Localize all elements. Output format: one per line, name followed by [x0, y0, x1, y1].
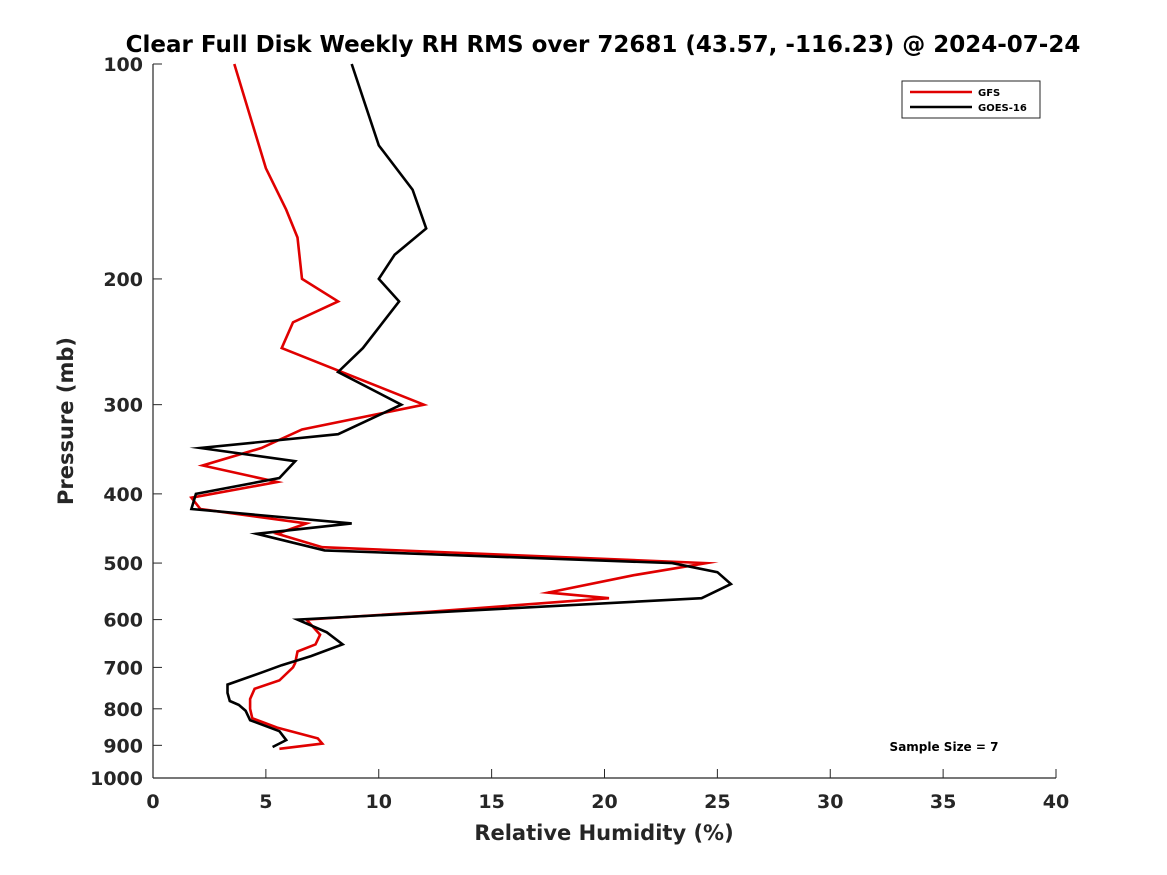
y-tick-label: 300 — [103, 395, 143, 417]
x-tick-label: 15 — [478, 791, 504, 813]
x-tick-label: 40 — [1043, 791, 1069, 813]
sample-size-annotation: Sample Size = 7 — [890, 740, 999, 754]
x-tick-label: 30 — [817, 791, 843, 813]
legend: GFS GOES-16 — [901, 80, 1041, 119]
chart-title: Clear Full Disk Weekly RH RMS over 72681… — [126, 32, 1081, 58]
y-axis-label: Pressure (mb) — [54, 337, 78, 505]
y-tick-label: 800 — [103, 699, 143, 721]
y-tick-label: 1000 — [90, 768, 143, 790]
y-tick-label: 900 — [103, 735, 143, 757]
series-line-goes-16 — [189, 63, 734, 749]
series-layer — [189, 63, 734, 751]
x-tick-label: 10 — [366, 791, 392, 813]
y-tick-label: 400 — [103, 484, 143, 506]
x-tick-label: 20 — [591, 791, 617, 813]
y-tick-label: 700 — [103, 657, 143, 679]
legend-box — [901, 80, 1041, 119]
x-tick-label: 0 — [146, 791, 159, 813]
plot-axes: 0 5 10 15 20 25 30 35 40 100 200 300 400 500 600 700 800… — [90, 54, 1069, 813]
legend-label-gfs: GFS — [978, 88, 1000, 99]
series-line-gfs — [189, 63, 719, 751]
legend-label-goes-16: GOES-16 — [978, 103, 1027, 114]
y-tick-label: 500 — [103, 553, 143, 575]
x-tick-label: 25 — [704, 791, 730, 813]
x-tick-label: 35 — [930, 791, 956, 813]
x-tick-label: 5 — [259, 791, 272, 813]
y-tick-label: 600 — [103, 610, 143, 632]
x-axis-label: Relative Humidity (%) — [474, 821, 733, 845]
y-tick-label: 100 — [103, 54, 143, 76]
y-tick-label: 200 — [103, 269, 143, 291]
